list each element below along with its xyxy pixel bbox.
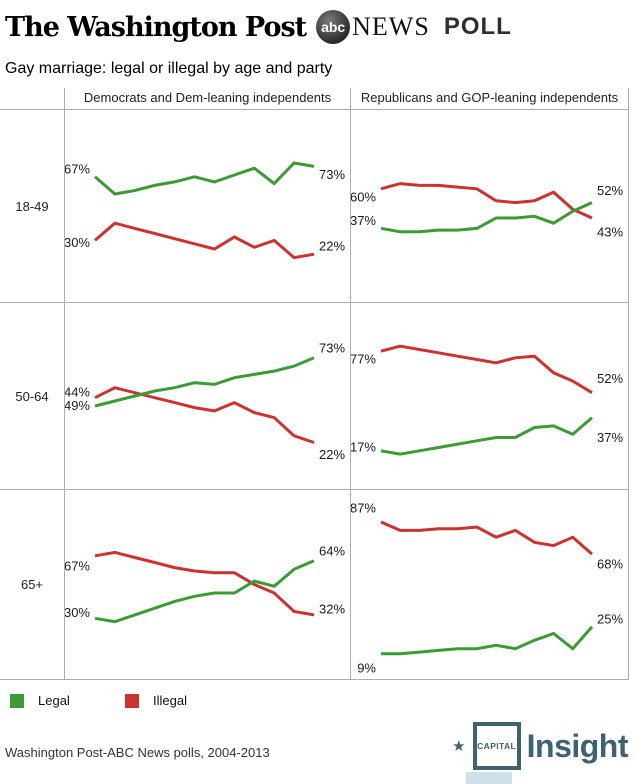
illegal-line [380,182,593,220]
panel-rep-65plus: 9% 25% 87% 68% [350,490,629,680]
panel-svg: 30% 64% 67% 32% [65,543,345,624]
panel-rep-50-64: 17% 37% 77% 52% [350,303,629,490]
legal-line [380,201,593,234]
illegal-line [94,386,315,444]
grid-corner [0,88,64,110]
row-label-65plus: 65+ [0,490,64,680]
illegal-start-label: 67% [65,558,90,573]
illegal-start-label: 60% [351,189,376,204]
legal-line [380,416,593,456]
column-header-democrats: Democrats and Dem-leaning independents [64,88,350,110]
legal-end-label: 64% [319,543,345,558]
legal-start-label: 17% [351,439,376,454]
legend-item-legal: Legal [10,693,70,708]
legal-start-label: 9% [357,660,376,675]
capital-insight-logo: ★ CAPITAL Insight [452,722,629,770]
panel-svg: 17% 37% 77% 52% [351,344,623,456]
illegal-start-label: 87% [351,501,376,516]
legal-line [94,559,315,624]
legal-start-label: 67% [65,161,90,176]
panel-dem-50-64: 44% 73% 49% 22% [64,303,350,490]
panel-svg: 37% 52% 60% 43% [351,182,623,240]
legal-end-label: 52% [597,183,623,198]
panel-rep-18-49: 37% 52% 60% 43% [350,110,629,303]
chart-grid: Democrats and Dem-leaning independents R… [0,88,629,680]
insight-wordmark: Insight [526,727,629,764]
illegal-start-label: 77% [351,352,376,367]
legal-end-label: 25% [597,611,623,626]
legal-line [94,161,315,196]
illegal-line [94,550,315,617]
panel-svg: 44% 73% 49% 22% [65,340,345,462]
panel-dem-18-49: 67% 73% 30% 22% [64,110,350,303]
legal-end-label: 73% [319,340,345,355]
panel-svg: 9% 25% 87% 68% [351,501,623,676]
capital-box: CAPITAL [472,722,521,770]
illegal-end-label: 43% [597,225,623,240]
source-note: Washington Post-ABC News polls, 2004-201… [5,745,270,760]
illegal-end-label: 68% [597,557,623,572]
masthead: The Washington Post abc NEWS POLL [5,8,512,46]
legal-line [381,625,594,656]
illegal-line [94,221,315,260]
illegal-end-label: 22% [319,447,345,462]
illegal-end-label: 52% [597,371,623,386]
illegal-end-label: 22% [319,239,345,254]
illegal-start-label: 30% [65,235,90,250]
chart-title: Gay marriage: legal or illegal by age an… [5,60,333,77]
illegal-line [380,520,593,556]
legend-label-illegal: Illegal [153,693,187,708]
panel-svg: 67% 73% 30% 22% [65,161,345,260]
panel-dem-65plus: 30% 64% 67% 32% [64,490,350,680]
abc-news-icon: abc [316,10,351,44]
legal-swatch-icon [10,693,24,708]
legal-start-label: 37% [351,213,376,228]
abc-news-wordmark: NEWS [352,12,430,41]
legend-item-illegal: Illegal [125,693,187,708]
illegal-line [380,344,593,394]
legal-end-label: 73% [319,167,345,182]
illegal-end-label: 32% [319,601,345,616]
column-header-republicans: Republicans and GOP-leaning independents [350,88,629,110]
poll-wordmark: POLL [443,13,512,40]
row-label-18-49: 18-49 [0,110,64,303]
capital-box-label: CAPITAL [477,741,517,751]
legal-line [94,356,315,408]
row-label-50-64: 50-64 [0,303,64,490]
legal-end-label: 37% [597,430,623,445]
legend-label-legal: Legal [38,693,70,708]
illegal-start-label: 49% [65,398,90,413]
legal-start-label: 44% [65,385,90,400]
logo-shadow [466,772,512,784]
washington-post-logo: The Washington Post [5,11,307,43]
illegal-swatch-icon [125,693,139,708]
star-icon: ★ [452,738,466,755]
legal-start-label: 30% [65,605,90,620]
